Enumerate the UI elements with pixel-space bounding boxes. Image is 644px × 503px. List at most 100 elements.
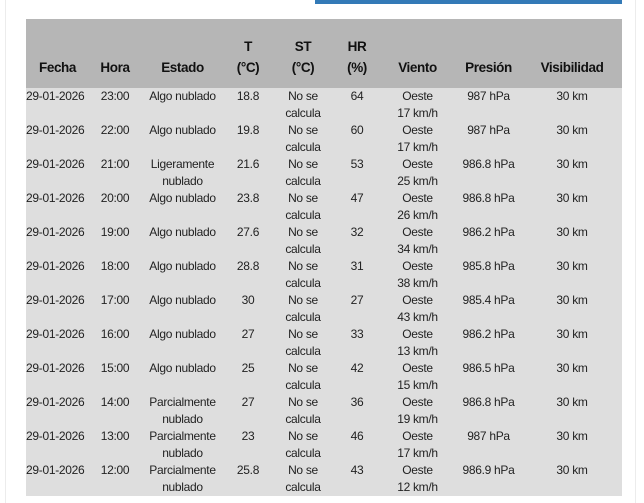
cell-presion: 986.2 hPa [462, 225, 515, 239]
cell-viento: Oeste 25 km/h [380, 156, 455, 190]
column-header-st: ST (°C) [272, 19, 334, 88]
cell-line: calcula [285, 310, 321, 324]
cell-fecha: 29-01-2026 [26, 123, 85, 137]
cell-hr: 60 [350, 123, 364, 137]
cell-viento: Oeste 38 km/h [380, 258, 455, 292]
table-header: Fecha Hora Estado T (°C) ST (°C) HR (%) Viento Pre… [26, 19, 622, 88]
header-text: T [244, 39, 252, 54]
cell-st: No se calcula [272, 224, 334, 258]
cell-line: Algo nublado [149, 293, 216, 307]
cell-estado: Parcialmente nublado [141, 428, 224, 462]
cell-line: Oeste [402, 123, 433, 137]
cell-line: No se [288, 157, 318, 171]
cell-line: No se [288, 225, 318, 239]
cell-line: Algo nublado [149, 191, 216, 205]
cell-line: Algo nublado [149, 327, 216, 341]
table-row: 29-01-2026 20:00 Algo nublado 23.8 No se calc… [26, 190, 622, 224]
cell-estado: Ligeramente nublado [141, 156, 224, 190]
table-row: 29-01-2026 12:00 Parcialmente nublado 25.8 No… [26, 462, 622, 496]
cell-line: 17 km/h [397, 140, 438, 154]
cell-st: No se calcula [272, 326, 334, 360]
cell-line: nublado [162, 174, 203, 188]
cell-hora: 13:00 [100, 429, 130, 443]
cell-viento: Oeste 15 km/h [380, 360, 455, 394]
cell-line: Parcialmente [149, 429, 216, 443]
cell-t: 19.8 [236, 123, 260, 137]
cell-estado: Algo nublado [141, 224, 224, 258]
cell-presion: 986.8 hPa [462, 395, 515, 409]
cell-st: No se calcula [272, 88, 334, 122]
cell-hora: 16:00 [100, 327, 130, 341]
cell-line: 38 km/h [397, 276, 438, 290]
cell-estado: Parcialmente nublado [141, 462, 224, 496]
cell-line: Oeste [402, 395, 433, 409]
header-text: (°C) [236, 60, 260, 75]
table-row: 29-01-2026 17:00 Algo nublado 30 No se calcul… [26, 292, 622, 326]
cell-visibilidad: 30 km [556, 463, 588, 477]
cell-st: No se calcula [272, 394, 334, 428]
cell-hora: 21:00 [100, 157, 130, 171]
cell-t: 23 [241, 429, 255, 443]
cell-fecha: 29-01-2026 [26, 191, 85, 205]
header-text: Hora [100, 60, 130, 75]
cell-st: No se calcula [272, 190, 334, 224]
cell-line: Ligeramente [150, 157, 215, 171]
table-row: 29-01-2026 23:00 Algo nublado 18.8 No se calc… [26, 88, 622, 122]
table-row: 29-01-2026 16:00 Algo nublado 27 No se calcul… [26, 326, 622, 360]
column-header-estado: Estado [141, 19, 224, 88]
cell-line: Algo nublado [149, 361, 216, 375]
cell-line: No se [288, 123, 318, 137]
cell-line: nublado [162, 480, 203, 494]
cell-t: 21.6 [236, 157, 260, 171]
cell-fecha: 29-01-2026 [26, 293, 85, 307]
cell-line: No se [288, 259, 318, 273]
column-header-t: T (°C) [224, 19, 272, 88]
cell-line: No se [288, 89, 318, 103]
table-row: 29-01-2026 19:00 Algo nublado 27.6 No se calc… [26, 224, 622, 258]
table-row: 29-01-2026 22:00 Algo nublado 19.8 No se calc… [26, 122, 622, 156]
column-header-visibilidad: Visibilidad [522, 19, 622, 88]
cell-st: No se calcula [272, 258, 334, 292]
cell-line: Oeste [402, 463, 433, 477]
cell-estado: Parcialmente nublado [141, 394, 224, 428]
cell-presion: 987 hPa [467, 123, 510, 137]
table-row: 29-01-2026 13:00 Parcialmente nublado 23 No s… [26, 428, 622, 462]
cell-t: 27.6 [236, 225, 260, 239]
cell-st: No se calcula [272, 292, 334, 326]
column-header-presion: Presión [455, 19, 522, 88]
table-row: 29-01-2026 18:00 Algo nublado 28.8 No se calc… [26, 258, 622, 292]
column-header-hr: HR (%) [334, 19, 380, 88]
cell-line: nublado [162, 412, 203, 426]
cell-viento: Oeste 26 km/h [380, 190, 455, 224]
cell-line: No se [288, 191, 318, 205]
cell-fecha: 29-01-2026 [26, 463, 85, 477]
cell-line: No se [288, 293, 318, 307]
cell-fecha: 29-01-2026 [26, 327, 85, 341]
cell-estado: Algo nublado [141, 360, 224, 394]
cell-fecha: 29-01-2026 [26, 259, 85, 273]
table-row: 29-01-2026 15:00 Algo nublado 25 No se calcul… [26, 360, 622, 394]
header-text: Presión [465, 60, 512, 75]
cell-hr: 53 [350, 157, 364, 171]
cell-presion: 985.8 hPa [462, 259, 515, 273]
cell-hr: 42 [350, 361, 364, 375]
cell-line: calcula [285, 106, 321, 120]
cell-line: Parcialmente [149, 395, 216, 409]
column-header-fecha: Fecha [26, 19, 89, 88]
cell-line: 43 km/h [397, 310, 438, 324]
cell-t: 25.8 [236, 463, 260, 477]
cell-line: No se [288, 361, 318, 375]
cell-line: Oeste [402, 89, 433, 103]
cell-line: 25 km/h [397, 174, 438, 188]
cell-estado: Algo nublado [141, 292, 224, 326]
cell-viento: Oeste 34 km/h [380, 224, 455, 258]
header-text: Visibilidad [540, 60, 604, 75]
cell-hora: 20:00 [100, 191, 130, 205]
cell-line: Oeste [402, 327, 433, 341]
cell-hora: 14:00 [100, 395, 130, 409]
cell-line: No se [288, 395, 318, 409]
cell-line: 13 km/h [397, 344, 438, 358]
cell-line: Algo nublado [149, 259, 216, 273]
cell-st: No se calcula [272, 360, 334, 394]
header-text: ST [294, 39, 312, 54]
